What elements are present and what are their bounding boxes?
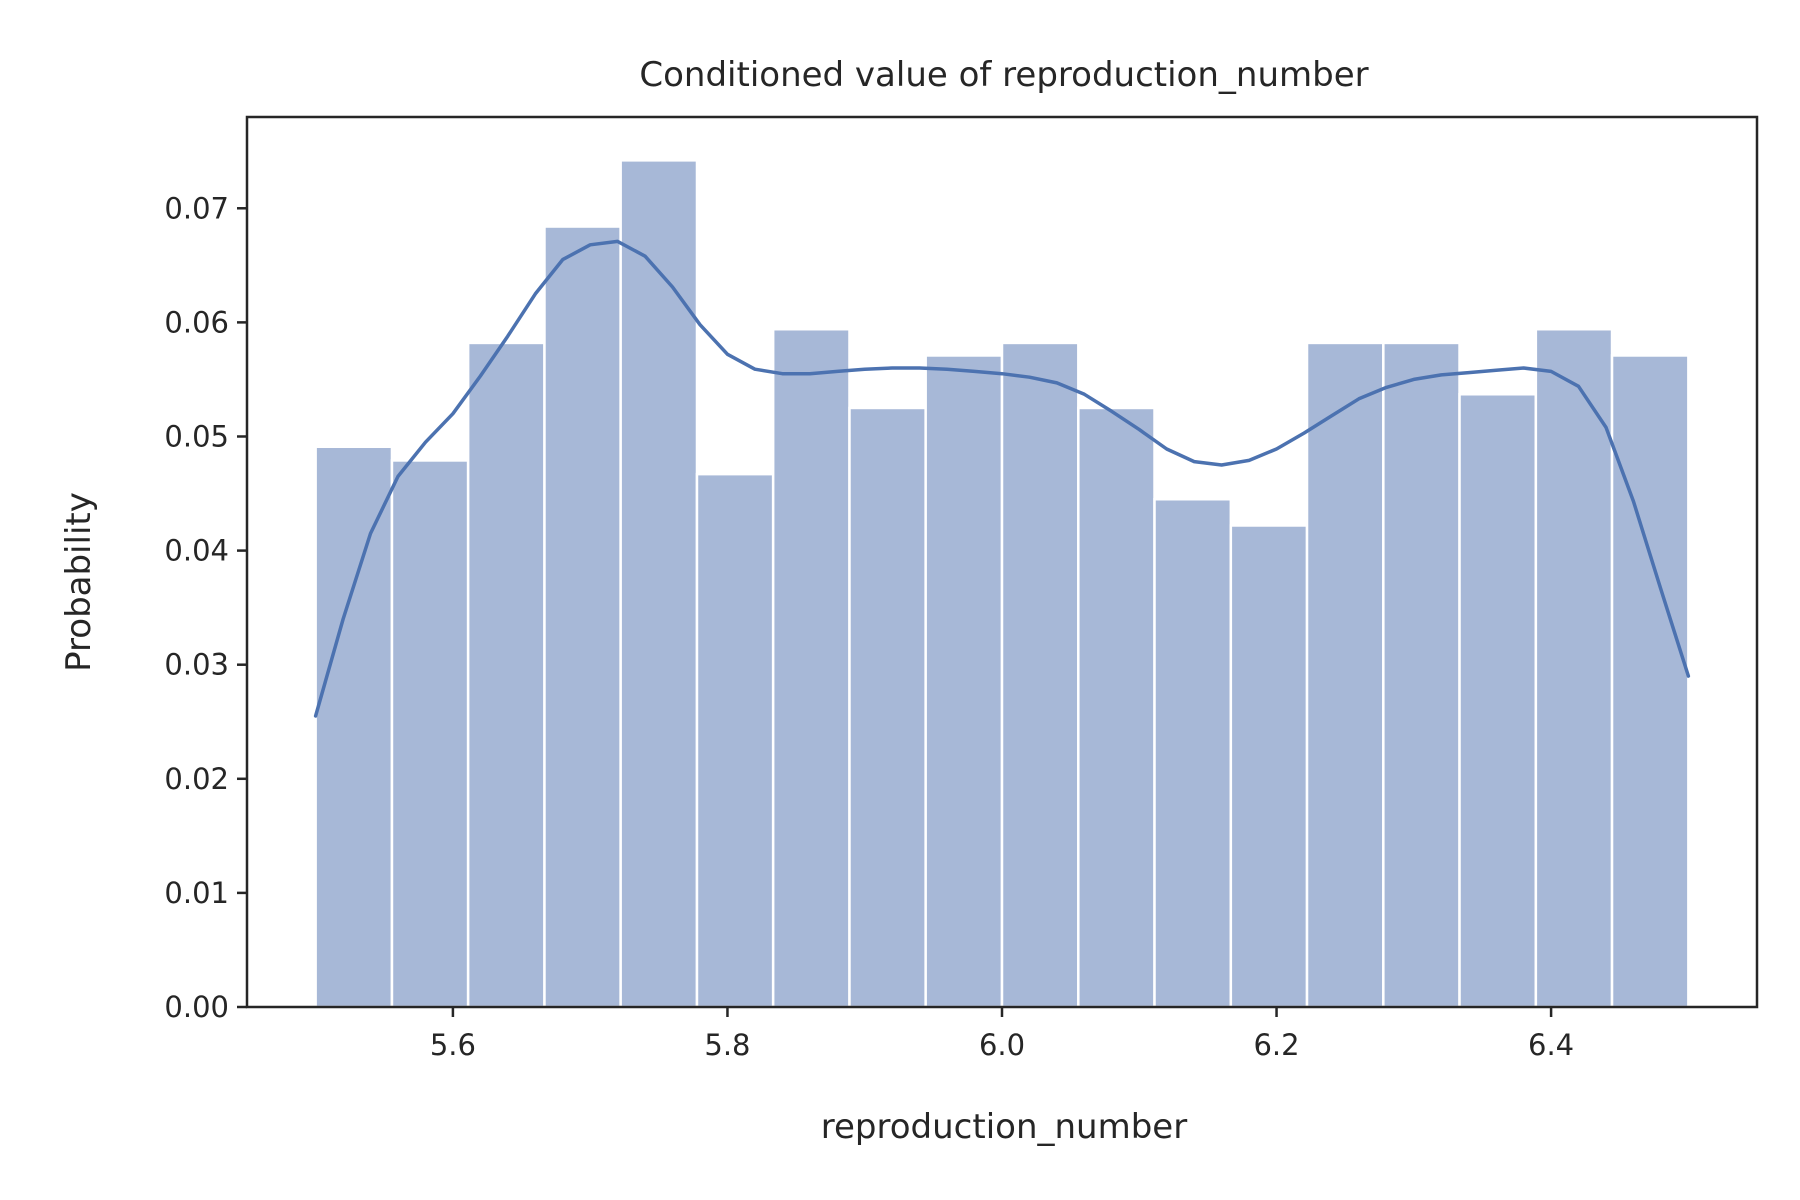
histogram-bar	[695, 472, 775, 1009]
y-tick-label: 0.01	[164, 876, 229, 910]
histogram-bar	[466, 341, 546, 1009]
y-tick-label: 0.02	[164, 762, 229, 796]
histogram-bar	[1305, 341, 1385, 1009]
x-tick-label: 5.6	[430, 1028, 476, 1062]
histogram-bar	[848, 406, 927, 1009]
y-tick-label: 0.07	[164, 191, 229, 225]
x-tick-label: 6.2	[1253, 1028, 1299, 1062]
histogram-bar	[1382, 341, 1461, 1009]
x-tick-label: 5.8	[704, 1028, 750, 1062]
y-tick-label: 0.03	[164, 648, 229, 682]
histogram-bar	[1229, 524, 1309, 1009]
y-axis-label: Probability	[59, 492, 99, 672]
histogram-bars	[314, 159, 1690, 1009]
chart-title: Conditioned value of reproduction_number	[639, 55, 1368, 95]
histogram-bar	[1077, 406, 1156, 1009]
histogram-bar	[1610, 354, 1690, 1009]
histogram-bar	[314, 445, 394, 1009]
histogram-bar	[1000, 341, 1080, 1009]
x-tick-label: 6.4	[1528, 1028, 1574, 1062]
x-axis-label: reproduction_number	[821, 1107, 1187, 1147]
histogram-bar	[543, 225, 622, 1009]
kde-curve	[313, 239, 1691, 718]
y-tick-label: 0.04	[164, 534, 229, 568]
histogram-bar	[1153, 497, 1233, 1009]
y-tick-label: 0.00	[164, 990, 229, 1024]
histogram-bar	[1458, 393, 1538, 1009]
histogram-bar	[924, 354, 1004, 1009]
y-tick-label: 0.05	[164, 419, 229, 453]
y-tick-label: 0.06	[164, 305, 229, 339]
histogram-bar	[390, 459, 470, 1009]
x-tick-label: 6.0	[979, 1028, 1025, 1062]
x-axis-ticks: 5.6 5.8 6.0 6.2 6.4	[430, 1007, 1574, 1062]
histogram-bar	[1534, 327, 1614, 1009]
histogram-bar	[771, 327, 851, 1009]
y-axis-ticks: 0.00 0.01 0.02 0.03 0.04 0.05 0.06 0.07	[164, 191, 247, 1024]
histogram-bar	[619, 159, 699, 1009]
